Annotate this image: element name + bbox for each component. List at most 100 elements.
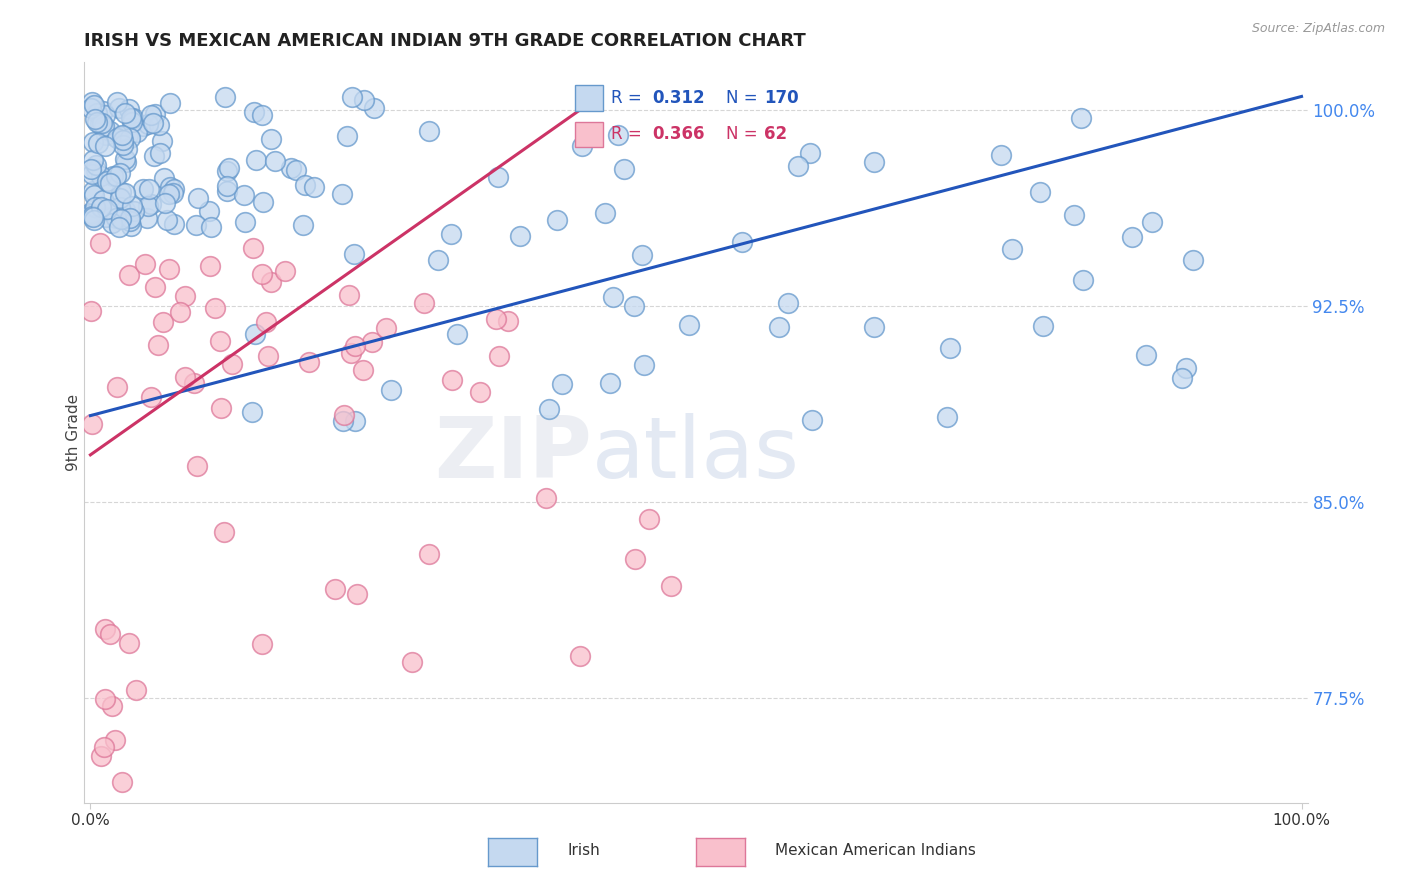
Point: [250, 267, 273, 281]
Point: [90, 749, 112, 764]
Point: [486, 169, 509, 184]
Point: [80, 95, 103, 110]
Point: [169, 305, 191, 319]
Point: [285, 163, 308, 178]
Point: [156, 213, 179, 227]
Text: atlas: atlas: [592, 413, 800, 496]
Point: [159, 95, 181, 110]
Point: [731, 235, 754, 250]
Point: [198, 259, 221, 273]
Point: [418, 547, 440, 561]
Point: [120, 211, 142, 226]
Point: [89, 236, 111, 251]
Point: [80, 161, 103, 176]
Point: [353, 93, 375, 107]
Point: [146, 337, 169, 351]
Point: [111, 128, 134, 143]
Point: [157, 187, 180, 202]
Point: [1174, 361, 1197, 376]
Point: [257, 349, 280, 363]
Point: [96, 174, 118, 188]
Point: [93, 740, 115, 755]
Point: [602, 290, 624, 304]
Point: [218, 161, 240, 176]
Point: [631, 248, 654, 262]
Point: [104, 211, 127, 226]
Point: [401, 655, 423, 669]
Point: [98, 124, 121, 138]
Point: [110, 212, 132, 227]
Point: [105, 131, 128, 145]
Point: [336, 129, 359, 144]
Point: [343, 247, 366, 261]
Point: [114, 202, 136, 217]
Point: [488, 350, 510, 364]
Text: Irish: Irish: [568, 844, 600, 858]
Point: [440, 227, 463, 241]
Point: [155, 196, 177, 211]
Point: [571, 139, 593, 153]
Point: [115, 155, 138, 169]
Point: [1029, 186, 1052, 200]
Point: [143, 107, 166, 121]
Point: [468, 384, 491, 399]
Point: [212, 524, 235, 539]
Point: [786, 159, 808, 173]
Point: [94, 139, 117, 153]
Point: [142, 115, 165, 129]
Point: [215, 184, 238, 198]
Point: [332, 414, 354, 428]
Point: [86, 106, 108, 120]
Point: [101, 169, 124, 184]
Point: [80, 167, 103, 181]
Point: [118, 102, 141, 116]
Point: [120, 131, 142, 145]
Point: [292, 219, 315, 233]
Point: [111, 774, 134, 789]
Point: [380, 383, 402, 397]
Point: [330, 186, 353, 201]
Point: [1071, 273, 1094, 287]
Point: [145, 280, 167, 294]
Point: [111, 137, 134, 152]
Point: [1121, 229, 1143, 244]
Point: [613, 162, 636, 177]
Point: [82, 135, 104, 149]
Point: [94, 691, 117, 706]
Point: [153, 170, 176, 185]
Point: [121, 112, 143, 126]
Point: [337, 288, 360, 302]
Text: Mexican American Indians: Mexican American Indians: [776, 844, 976, 858]
Point: [107, 220, 129, 235]
Point: [82, 211, 104, 225]
Point: [363, 101, 385, 115]
Point: [79, 206, 101, 220]
Point: [98, 176, 121, 190]
Point: [534, 491, 557, 505]
Point: [108, 101, 131, 115]
Point: [200, 220, 222, 235]
Point: [117, 268, 139, 282]
Point: [111, 132, 134, 146]
Point: [498, 314, 520, 328]
Point: [136, 211, 159, 225]
Point: [121, 199, 143, 213]
Point: [114, 186, 136, 200]
Point: [412, 295, 434, 310]
Point: [184, 219, 207, 233]
Point: [94, 622, 117, 636]
Point: [302, 180, 325, 194]
Point: [91, 103, 114, 118]
Point: [132, 182, 155, 196]
Point: [1140, 215, 1163, 229]
Point: [509, 228, 531, 243]
Point: [344, 414, 367, 428]
Point: [1032, 318, 1054, 333]
Point: [352, 362, 374, 376]
Point: [149, 146, 172, 161]
Point: [990, 148, 1012, 162]
Point: [108, 200, 131, 214]
Point: [82, 184, 104, 198]
Point: [217, 179, 239, 194]
Point: [242, 241, 264, 255]
